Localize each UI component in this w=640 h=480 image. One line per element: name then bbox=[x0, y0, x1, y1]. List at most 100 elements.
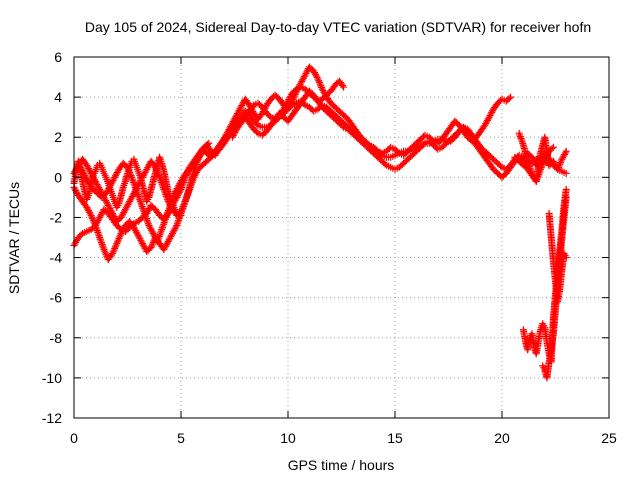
data-point-interp bbox=[79, 168, 87, 176]
data-point-interp bbox=[156, 175, 164, 183]
data-point-interp bbox=[99, 244, 107, 252]
data-point-interp bbox=[518, 138, 526, 146]
data-point-interp bbox=[167, 200, 175, 208]
data-point-interp bbox=[138, 238, 146, 246]
data-point-interp bbox=[129, 177, 137, 185]
data-point-interp bbox=[505, 94, 513, 102]
data-point bbox=[136, 197, 144, 205]
data-point-interp bbox=[182, 196, 190, 204]
data-point bbox=[562, 193, 570, 201]
data-point-interp bbox=[312, 72, 320, 80]
data-point bbox=[111, 173, 119, 181]
data-point-interp bbox=[529, 155, 537, 163]
data-point-interp bbox=[131, 184, 139, 192]
data-point-interp bbox=[171, 188, 179, 196]
data-point-interp bbox=[125, 167, 133, 175]
data-point bbox=[485, 113, 493, 121]
data-point-interp bbox=[189, 177, 197, 185]
data-point-interp bbox=[125, 199, 133, 207]
x-tick-label: 5 bbox=[177, 430, 185, 446]
data-point-interp bbox=[102, 197, 110, 205]
data-point-interp bbox=[133, 189, 141, 197]
data-point-interp bbox=[116, 233, 124, 241]
data-point bbox=[153, 238, 161, 246]
data-point-interp bbox=[302, 69, 310, 77]
data-point-interp bbox=[518, 136, 526, 144]
data-point-interp bbox=[110, 246, 118, 254]
data-point-interp bbox=[229, 118, 237, 126]
data-point-interp bbox=[95, 184, 103, 192]
data-point-interp bbox=[311, 69, 319, 77]
data-point-interp bbox=[171, 225, 179, 233]
data-point-interp bbox=[287, 92, 295, 100]
data-point-interp bbox=[82, 173, 90, 181]
data-point-interp bbox=[484, 115, 492, 123]
data-point-interp bbox=[285, 96, 293, 104]
data-point bbox=[558, 155, 566, 163]
data-point-interp bbox=[166, 203, 174, 211]
data-point-interp bbox=[111, 245, 119, 253]
data-point-interp bbox=[131, 182, 139, 190]
data-point-interp bbox=[233, 110, 241, 118]
data-point bbox=[545, 161, 553, 169]
data-point-interp bbox=[282, 100, 290, 108]
data-point-interp bbox=[98, 240, 106, 248]
series-track-11 bbox=[228, 77, 348, 141]
data-point-interp bbox=[142, 215, 150, 223]
data-point-interp bbox=[188, 178, 196, 186]
data-point-interp bbox=[173, 220, 181, 228]
data-point-interp bbox=[527, 166, 535, 174]
x-tick-label: 25 bbox=[601, 430, 617, 446]
data-point-interp bbox=[121, 207, 129, 215]
data-point-interp bbox=[112, 172, 120, 180]
data-point-interp bbox=[184, 191, 192, 199]
data-point-interp bbox=[161, 215, 169, 223]
data-point-interp bbox=[128, 193, 136, 201]
data-point-interp bbox=[109, 248, 117, 256]
data-point bbox=[168, 229, 176, 237]
data-point bbox=[138, 240, 146, 248]
data-point-interp bbox=[300, 73, 308, 81]
data-point-interp bbox=[104, 186, 112, 194]
data-point-interp bbox=[123, 202, 131, 210]
data-point bbox=[228, 133, 236, 141]
data-point-interp bbox=[85, 165, 93, 173]
data-point-interp bbox=[183, 192, 191, 200]
data-point-interp bbox=[115, 235, 123, 243]
data-point bbox=[528, 153, 536, 161]
data-point-interp bbox=[198, 148, 206, 156]
data-point bbox=[186, 185, 194, 193]
data-point bbox=[128, 173, 136, 181]
data-point-interp bbox=[111, 243, 119, 251]
data-point-interp bbox=[119, 226, 127, 234]
x-tick-label: 10 bbox=[280, 430, 296, 446]
data-point-interp bbox=[164, 208, 172, 216]
data-point-interp bbox=[71, 185, 79, 193]
data-point-interp bbox=[105, 203, 113, 211]
data-point bbox=[171, 189, 179, 197]
data-point-interp bbox=[124, 165, 132, 173]
data-point-interp bbox=[77, 231, 85, 239]
data-point bbox=[87, 211, 95, 219]
data-point bbox=[314, 75, 322, 83]
data-point-interp bbox=[116, 231, 124, 239]
y-tick-label: -10 bbox=[42, 370, 62, 386]
data-point-interp bbox=[299, 74, 307, 82]
data-point-interp bbox=[554, 164, 562, 172]
data-point-interp bbox=[556, 159, 564, 167]
data-point-interp bbox=[71, 240, 79, 248]
data-point-interp bbox=[176, 213, 184, 221]
data-point bbox=[237, 103, 245, 111]
data-point-interp bbox=[164, 207, 172, 215]
data-point-interp bbox=[229, 132, 237, 140]
data-point bbox=[113, 240, 121, 248]
data-point-interp bbox=[160, 220, 168, 228]
data-point-interp bbox=[291, 86, 299, 94]
data-point-interp bbox=[186, 184, 194, 192]
data-point-interp bbox=[112, 170, 120, 178]
data-point bbox=[562, 147, 570, 155]
data-point-interp bbox=[160, 219, 168, 227]
data-point-interp bbox=[318, 83, 326, 91]
data-point bbox=[549, 143, 557, 151]
data-point bbox=[507, 93, 515, 101]
